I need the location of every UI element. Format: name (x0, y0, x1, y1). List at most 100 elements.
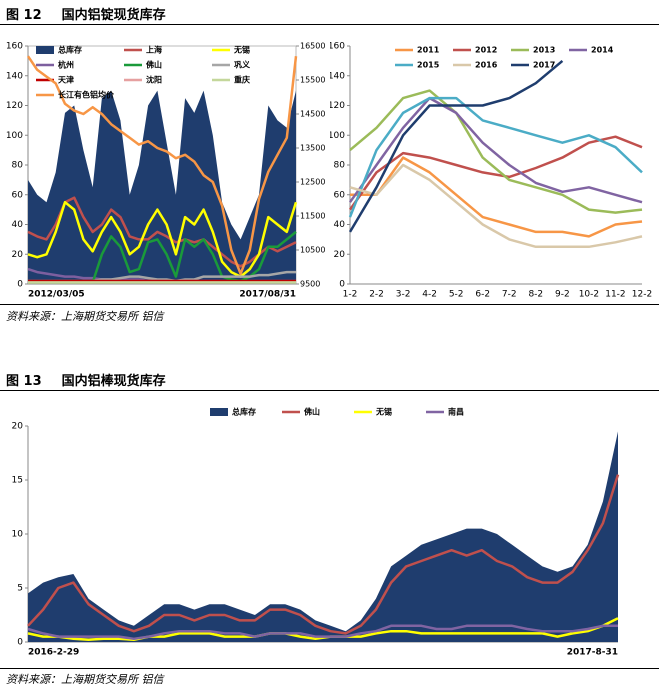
rule (0, 668, 659, 669)
x-tick-label: 2-2 (369, 290, 384, 300)
line (349, 89, 643, 214)
x-tick-label: 4-2 (422, 290, 437, 300)
x-tick-label: 5-2 (449, 290, 464, 300)
x-tick-label: 12-2 (632, 290, 652, 300)
legend-label: 2015 (417, 61, 440, 70)
figure-caption: 图 12 国内铝锭现货库存 (6, 4, 186, 23)
line (348, 59, 564, 233)
legend-label: 2014 (591, 46, 614, 55)
x-tick-label: 10-2 (579, 290, 599, 300)
x-tick-label: 2012/03/05 (28, 290, 85, 300)
y2-tick-label: 10500 (300, 246, 325, 255)
legend-label: 佛山 (303, 407, 320, 417)
legend-label: 2012 (475, 46, 497, 55)
y-tick-label: 80 (334, 161, 346, 171)
y-tick-label: 0 (17, 638, 23, 648)
line (26, 55, 298, 276)
chart: 0 20 40 60 80 100 120 140 160 9500 10500 11500 12500… (6, 42, 325, 300)
legend-label: 2011 (417, 46, 440, 55)
legend-label: 巩义 (234, 60, 251, 70)
line (27, 624, 618, 641)
line (348, 96, 643, 204)
y2-tick-label: 16500 (300, 42, 325, 51)
x-tick-label: 11-2 (605, 290, 625, 300)
legend-label: 2017 (533, 61, 555, 70)
y-tick-label: 0 (339, 280, 345, 290)
y-tick-label: 140 (6, 71, 23, 81)
source: 资料来源：上海期货交易所 铝信 (6, 673, 164, 686)
y-tick-label: 0 (17, 280, 23, 290)
line (27, 196, 297, 268)
figure-title: 国内铝锭现货库存 (61, 8, 166, 23)
legend-label: 佛山 (145, 60, 162, 70)
legend-swatch (36, 46, 54, 54)
y2-tick-label: 13500 (300, 144, 325, 153)
legend-label: 重庆 (234, 75, 250, 85)
figure-title: 国内铝棒现货库存 (61, 374, 166, 389)
y-tick-label: 160 (330, 42, 345, 52)
y-tick-label: 20 (334, 250, 346, 260)
y-tick-label: 120 (6, 101, 23, 111)
legend-label: 总库存 (232, 407, 256, 417)
legend-label: 天津 (58, 75, 74, 85)
y-tick-label: 10 (12, 530, 24, 540)
legend-label: 2013 (533, 46, 555, 55)
y2-tick-label: 14500 (300, 110, 325, 119)
legend-label: 长江有色铝均价 (58, 90, 115, 100)
y-tick-label: 20 (12, 250, 24, 260)
y2-tick-label: 12500 (300, 178, 325, 187)
legend-label: 沈阳 (146, 75, 162, 85)
y-tick-label: 40 (12, 220, 24, 230)
y-tick-label: 120 (330, 101, 345, 111)
y-tick-label: 5 (17, 584, 23, 594)
x-tick-label: 9-2 (555, 290, 570, 300)
x-tick-label: 7-2 (502, 290, 517, 300)
x-tick-label: 3-2 (396, 290, 411, 300)
x-tick-label: 2017/08/31 (239, 290, 296, 300)
y2-tick-label: 15500 (300, 76, 325, 85)
chart: 0 20 40 60 80 100 120 140 160 1-2 2-2 3-2 4-2 5-2 6-2 7… (330, 42, 652, 300)
figure-caption: 图 13 国内铝棒现货库存 (6, 370, 186, 389)
rule (0, 24, 659, 25)
y-tick-label: 15 (12, 476, 23, 486)
legend-label: 无锡 (233, 45, 250, 55)
line (348, 135, 643, 211)
x-tick-label: 8-2 (528, 290, 543, 300)
y2-tick-label: 9500 (300, 280, 320, 289)
area (28, 431, 618, 642)
y-tick-label: 20 (12, 422, 24, 432)
chart: 0 5 10 15 20 2016-2-29 2017-8-31 总库存 佛山 无锡 南昌 (12, 407, 620, 658)
y-tick-label: 80 (12, 161, 24, 171)
rule (0, 304, 659, 305)
line (27, 200, 298, 278)
figure-label: 图 12 (6, 8, 42, 23)
area (28, 90, 296, 284)
x-tick-label: 2017-8-31 (567, 648, 618, 658)
legend-label: 总库存 (58, 45, 82, 55)
y-tick-label: 100 (330, 131, 345, 141)
line (27, 474, 620, 635)
x-tick-label: 1-2 (343, 290, 358, 300)
x-tick-label: 2016-2-29 (28, 648, 79, 658)
y-tick-label: 60 (334, 190, 346, 200)
legend-label: 无锡 (375, 407, 392, 417)
rule (0, 390, 659, 391)
legend-label: 2016 (475, 61, 498, 70)
y-tick-label: 100 (6, 131, 23, 141)
legend-label: 上海 (146, 45, 162, 55)
figure-label: 图 13 (6, 374, 42, 389)
y-tick-label: 40 (334, 220, 346, 230)
line (348, 96, 643, 218)
y-tick-label: 160 (6, 42, 23, 52)
legend-swatch (210, 408, 228, 416)
source: 资料来源：上海期货交易所 铝信 (6, 310, 164, 323)
y2-tick-label: 11500 (300, 212, 325, 221)
legend-label: 杭州 (58, 60, 74, 70)
line (350, 156, 643, 238)
y-tick-label: 140 (330, 71, 345, 81)
legend-label: 南昌 (448, 407, 464, 417)
line (349, 163, 643, 249)
y-tick-label: 60 (12, 190, 24, 200)
x-tick-label: 6-2 (475, 290, 490, 300)
